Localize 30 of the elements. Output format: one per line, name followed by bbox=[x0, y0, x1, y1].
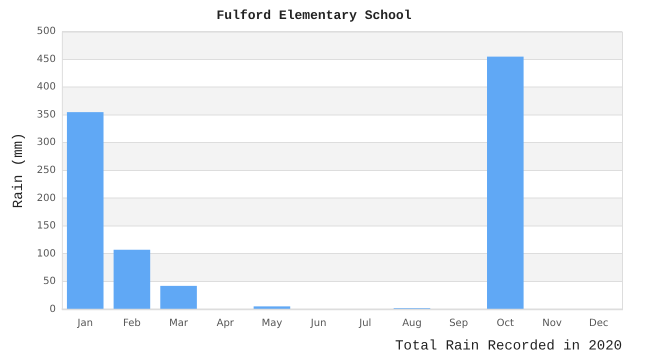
y-tick-label: 0 bbox=[50, 304, 56, 315]
y-tick-label: 500 bbox=[36, 26, 56, 38]
y-axis-title: Rain (mm) bbox=[11, 132, 28, 208]
bar bbox=[160, 286, 197, 309]
chart-title: Fulford Elementary School bbox=[216, 8, 412, 24]
x-tick-label: Oct bbox=[496, 318, 514, 329]
x-tick-label: Jul bbox=[358, 318, 372, 329]
bar bbox=[66, 112, 104, 309]
x-tick-label: Feb bbox=[123, 318, 141, 329]
y-tick-label: 200 bbox=[36, 192, 56, 204]
x-axis-title: Total Rain Recorded in 2020 bbox=[395, 338, 622, 354]
x-tick-label: Apr bbox=[216, 318, 235, 329]
bar bbox=[114, 250, 150, 309]
y-tick-label: 350 bbox=[36, 109, 56, 120]
x-tick-label: May bbox=[262, 318, 282, 329]
x-tick-label: Nov bbox=[542, 318, 562, 329]
y-tick-label: 100 bbox=[36, 248, 56, 260]
x-tick-label: Jan bbox=[76, 318, 93, 329]
x-tick-label: Dec bbox=[588, 318, 608, 329]
x-tick-label: Jun bbox=[310, 318, 326, 329]
y-tick-label: 400 bbox=[36, 82, 56, 93]
y-tick-label: 300 bbox=[36, 137, 56, 148]
y-tick-label: 150 bbox=[36, 220, 56, 232]
bar bbox=[487, 56, 524, 309]
y-tick-label: 450 bbox=[36, 54, 56, 65]
x-tick-label: Mar bbox=[169, 318, 189, 329]
y-tick-label: 50 bbox=[43, 276, 56, 288]
y-tick-label: 250 bbox=[36, 164, 56, 176]
x-tick-label: Aug bbox=[402, 318, 422, 329]
x-tick-label: Sep bbox=[449, 318, 468, 329]
